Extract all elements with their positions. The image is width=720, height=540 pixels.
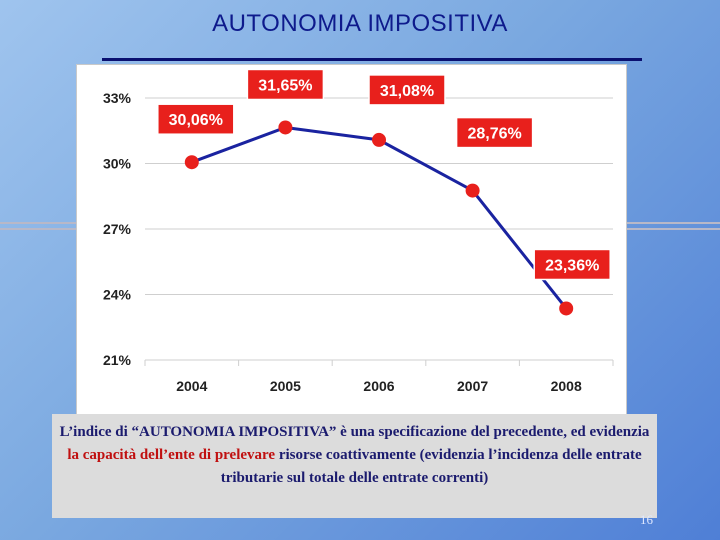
line-chart: 21% 24% 27% 30% 33% 2004 2005 2006 2007 2008 30,06… [103,68,614,394]
caption-text-2: risorse coattivamente (evidenzia l’incid… [220,447,642,486]
x-tick-label: 2006 [363,378,394,394]
x-tick-label: 2005 [270,378,301,394]
y-tick-label: 21% [103,352,132,368]
data-label-box [368,74,446,106]
page-number: 16 [640,512,653,527]
decorative-line-right [625,222,720,224]
data-point [278,120,293,135]
data-point [465,183,480,198]
x-tick-label: 2007 [457,378,488,394]
x-tick-label: 2008 [551,378,582,394]
slide-title: AUTONOMIA IMPOSITIVA [212,10,508,37]
data-label-box [455,116,534,149]
decorative-line-right-2 [625,228,720,230]
y-tick-label: 33% [103,90,132,106]
decorative-line-left-2 [0,228,76,230]
x-tick-label: 2004 [176,378,207,394]
data-label: 31,65% [258,77,312,94]
y-tick-label: 27% [103,221,132,237]
caption-text-1: L’indice di “AUTONOMIA IMPOSITIVA” è una… [59,424,650,440]
y-tick-label: 24% [103,287,132,303]
data-point [184,155,199,170]
decorative-line-left [0,222,76,224]
data-label-box [157,103,235,135]
series-line [191,125,568,310]
title-underline [102,58,642,61]
caption-highlight: la capacità dell’ente di prelevare [67,447,276,463]
data-label: 28,76% [467,126,521,143]
y-tick-label: 30% [103,156,132,172]
data-label: 31,08% [380,83,434,100]
data-point [559,301,574,316]
data-label: 23,36% [545,257,599,274]
data-point [372,132,386,147]
chart-panel: 21% 24% 27% 30% 33% 2004 2005 2006 2007 2008 30,06… [76,64,627,418]
data-label-box [533,248,611,281]
data-label-box [246,68,325,101]
data-label: 30,06% [169,112,223,129]
caption-box: L’indice di “AUTONOMIA IMPOSITIVA” è una… [52,414,657,518]
